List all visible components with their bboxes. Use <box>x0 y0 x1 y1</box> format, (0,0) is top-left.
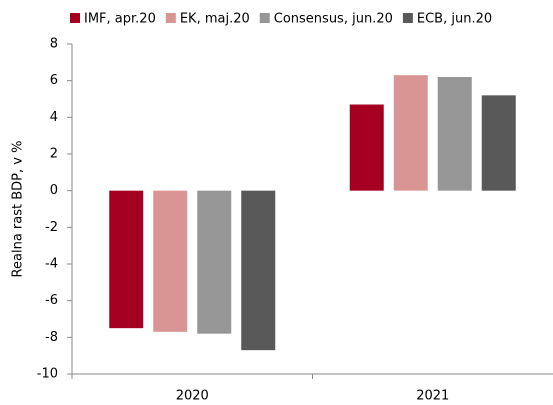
y-tick-label: -10 <box>37 367 58 382</box>
y-tick-label: 0 <box>50 183 58 198</box>
legend-label: Consensus, jun.20 <box>274 12 393 27</box>
bar <box>153 190 188 332</box>
y-tick-label: 2 <box>50 147 58 162</box>
y-tick-label: -6 <box>45 293 58 308</box>
y-axis-label: Realna rast BDP, v % <box>11 141 26 278</box>
bar <box>437 77 472 191</box>
y-tick-label: -4 <box>45 257 58 272</box>
legend-swatch <box>259 13 270 23</box>
bar <box>197 190 232 334</box>
legend-swatch <box>70 13 80 23</box>
legend-label: ECB, jun.20 <box>417 12 492 27</box>
legend-swatch <box>402 13 413 23</box>
x-tick-label: 2021 <box>416 389 449 404</box>
legend-swatch <box>165 13 176 23</box>
bar <box>109 190 144 329</box>
y-tick-label: 4 <box>50 110 58 125</box>
legend-label: IMF, apr.20 <box>84 12 156 27</box>
bar <box>349 104 384 191</box>
x-tick-label: 2020 <box>176 389 209 404</box>
bar <box>241 190 276 351</box>
y-tick-label: 6 <box>50 73 58 88</box>
bar <box>481 95 516 191</box>
y-tick-label: -2 <box>45 220 58 235</box>
bar <box>393 75 428 191</box>
legend-label: EK, maj.20 <box>180 12 250 27</box>
y-tick-label: -8 <box>45 330 58 345</box>
y-tick-label: 8 <box>50 37 58 52</box>
